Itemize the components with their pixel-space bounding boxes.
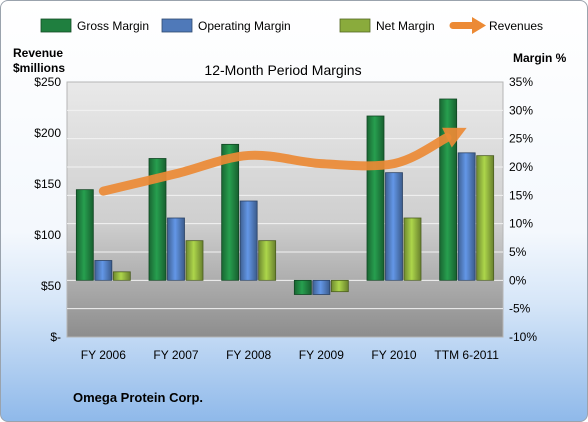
legend-swatch	[40, 18, 72, 33]
category-label: FY 2008	[226, 348, 271, 362]
bar-net-margin	[403, 217, 422, 281]
revenue-arrow-head	[442, 127, 467, 148]
left-tick-label: $50	[41, 279, 61, 293]
category-label: FY 2010	[371, 348, 416, 362]
category-label: TTM 6-2011	[434, 348, 499, 362]
bar-gross-margin	[366, 115, 385, 281]
bar-gross-margin	[75, 189, 94, 281]
legend-swatch-arrow	[472, 17, 486, 34]
bar-operating-margin	[167, 217, 185, 281]
legend-label: Operating Margin	[198, 19, 291, 33]
right-tick-label: 0%	[509, 273, 527, 287]
bar-operating-margin	[94, 260, 113, 281]
revenue-line	[98, 127, 467, 196]
legend-label: Gross Margin	[77, 19, 149, 33]
right-tick-label: 10%	[509, 217, 533, 231]
legend: Gross Margin Operating Margin Net Margin Re…	[40, 17, 543, 34]
legend-label: Net Margin	[376, 19, 435, 33]
right-tick-label: -10%	[509, 330, 537, 344]
bar-gross-margin	[439, 98, 458, 281]
legend-swatch	[339, 18, 371, 33]
left-tick-label: $200	[34, 126, 61, 140]
gridlines	[67, 109, 503, 310]
plot-area	[66, 81, 504, 338]
bar-net-margin	[185, 240, 204, 281]
legend-label: Revenues	[489, 19, 543, 33]
category-label: FY 2006	[81, 348, 126, 362]
bar-operating-margin	[385, 172, 403, 281]
bar-series	[75, 98, 495, 295]
category-label: FY 2009	[299, 348, 344, 362]
company-name: Omega Protein Corp.	[73, 390, 204, 405]
bar-net-margin	[476, 155, 495, 281]
bar-net-margin	[330, 279, 349, 293]
right-tick-label: 20%	[509, 160, 533, 174]
bar-gross-margin	[148, 158, 167, 281]
bar-operating-margin	[239, 200, 258, 281]
left-tick-label: $150	[34, 177, 61, 191]
legend-item-revenues: Revenues	[449, 17, 543, 34]
right-tick-label: 35%	[509, 75, 533, 89]
right-tick-label: 25%	[509, 132, 533, 146]
right-tick-label: 15%	[509, 188, 533, 202]
bar-operating-margin	[457, 152, 476, 281]
left-tick-label: $-	[50, 330, 61, 344]
legend-item-gross-margin: Gross Margin	[40, 18, 149, 33]
legend-item-net-margin: Net Margin	[339, 18, 435, 33]
chart-title: 12-Month Period Margins	[204, 62, 361, 78]
category-label: FY 2007	[153, 348, 198, 362]
revenue-line-path	[98, 133, 452, 196]
right-tick-label: 30%	[509, 103, 533, 117]
bar-net-margin	[112, 271, 131, 281]
bar-operating-margin	[312, 279, 331, 295]
left-axis-label-line1: Revenue	[13, 46, 63, 60]
bar-net-margin	[258, 240, 277, 281]
right-tick-label: 5%	[509, 245, 527, 259]
right-tick-label: -5%	[509, 302, 531, 316]
legend-item-operating-margin: Operating Margin	[161, 18, 291, 33]
axes: -10% -5% 0% 5% 10% 15% 20% 25% 30% 35% $- $50 $100 $1…	[34, 75, 537, 362]
right-axis-label: Margin %	[513, 51, 567, 65]
legend-swatch	[161, 18, 193, 33]
left-tick-label: $250	[34, 75, 61, 89]
left-tick-label: $100	[34, 228, 61, 242]
bar-gross-margin	[293, 279, 312, 295]
left-axis-label-line2: $millions	[13, 61, 65, 75]
bar-gross-margin	[221, 143, 240, 281]
